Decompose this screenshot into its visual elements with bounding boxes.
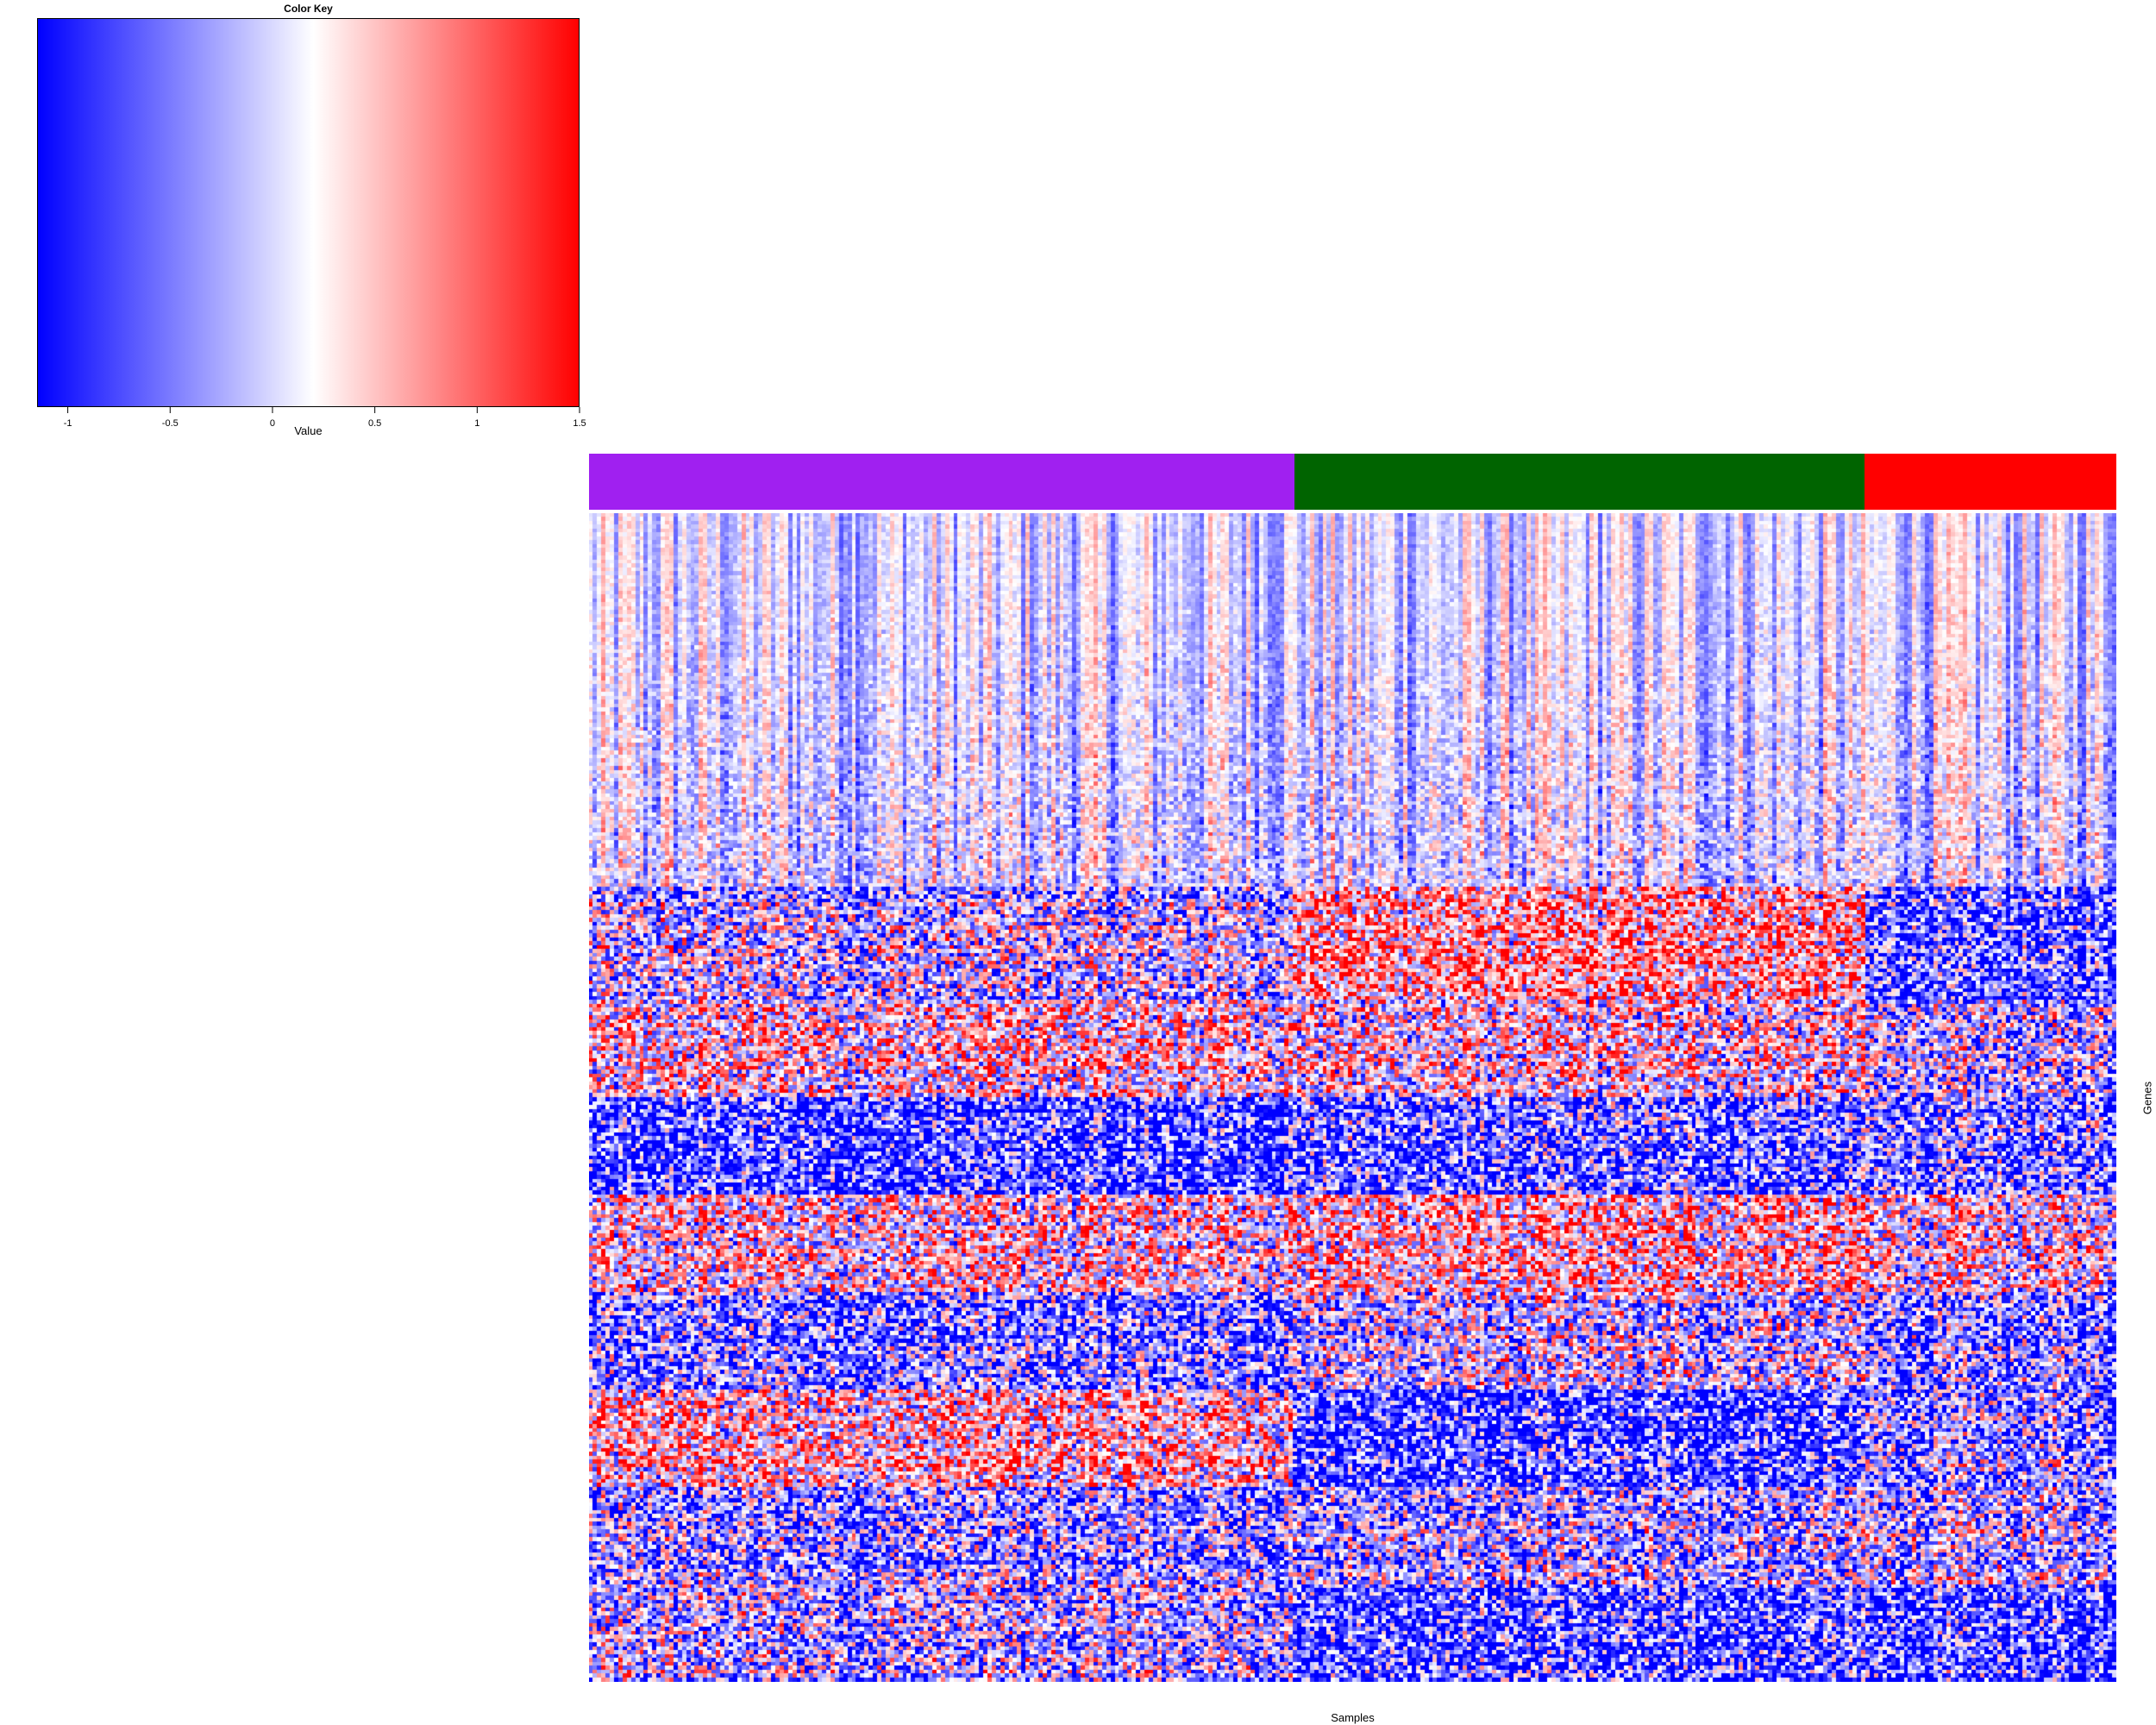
heatmap	[589, 513, 2116, 1682]
color-key-tick-label: 1	[474, 418, 480, 429]
sample-group-colorbar	[589, 454, 2116, 510]
color-key-tick-marks	[67, 407, 580, 413]
color-key-tick-label: -1	[63, 418, 72, 429]
color-key-title: Color Key	[284, 3, 333, 15]
sample-group-1	[589, 454, 1295, 510]
y-axis-label: Genes	[2140, 1081, 2154, 1115]
color-key-tick-label: 0.5	[367, 418, 382, 429]
color-key-axis: -1 -0.5 0 0.5 1 1.5	[0, 0, 604, 448]
heatmap-cells	[589, 513, 2116, 1682]
color-key-gradient	[37, 18, 580, 407]
color-key-tick-label: 1.5	[573, 418, 586, 429]
color-key-tick-label: -0.5	[161, 418, 179, 429]
sample-group-2	[1294, 454, 1865, 510]
x-axis-label: Samples	[1331, 1711, 1375, 1724]
color-key-label: Value	[294, 424, 323, 437]
sample-group-3	[1864, 454, 2116, 510]
color-key-tick-label: 0	[269, 418, 276, 429]
